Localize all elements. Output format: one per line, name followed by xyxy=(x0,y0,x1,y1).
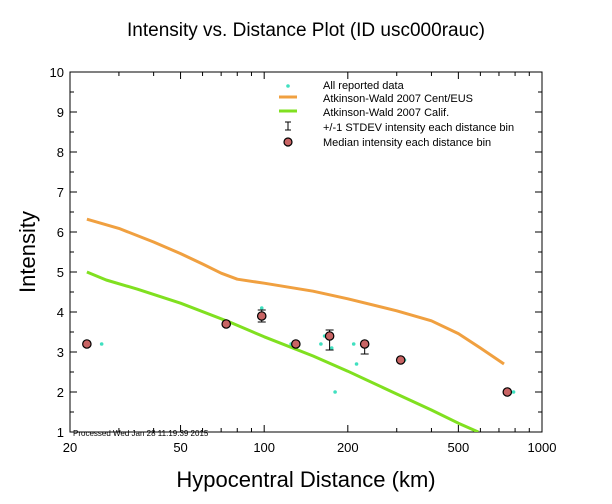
median-marker xyxy=(291,339,301,349)
median-marker xyxy=(221,319,232,329)
reported-data-point xyxy=(329,346,334,350)
y-tick-label: 9 xyxy=(57,105,64,120)
y-tick-label: 8 xyxy=(57,145,64,160)
legend-label: Atkinson-Wald 2007 Cent/EUS xyxy=(323,93,473,105)
legend-label: Median intensity each distance bin xyxy=(323,137,491,149)
x-axis-ticks: 20 50 100 200 500 1000 xyxy=(63,72,557,455)
reported-data-point xyxy=(319,342,323,346)
x-tick-label: 50 xyxy=(173,440,187,455)
median-marker xyxy=(395,355,406,365)
reported-data-point xyxy=(259,306,264,310)
median-marker xyxy=(324,331,335,341)
y-tick-label: 6 xyxy=(57,225,64,240)
y-axis-label: Intensity xyxy=(15,211,40,293)
legend-label: Atkinson-Wald 2007 Calif. xyxy=(323,107,449,119)
legend-swatch-median xyxy=(283,137,293,147)
y-tick-label: 4 xyxy=(57,305,64,320)
y-tick-label: 2 xyxy=(57,385,64,400)
calif-curve xyxy=(86,270,479,432)
legend-label: All reported data xyxy=(323,80,405,92)
x-axis-label: Hypocentral Distance (km) xyxy=(176,467,435,492)
x-tick-label: 200 xyxy=(337,440,359,455)
chart-title: Intensity vs. Distance Plot (ID usc000ra… xyxy=(127,20,485,41)
x-tick-label: 20 xyxy=(63,440,77,455)
median-marker xyxy=(502,387,513,397)
y-tick-label: 1 xyxy=(57,425,64,440)
y-tick-label: 10 xyxy=(50,65,64,80)
y-tick-label: 7 xyxy=(57,185,64,200)
median-marker xyxy=(82,339,92,349)
reported-data-point xyxy=(351,342,356,346)
y-tick-label: 5 xyxy=(57,265,64,280)
series-layer xyxy=(82,217,516,432)
processed-timestamp: Processed Wed Jan 28 11:19:39 2015 xyxy=(73,429,209,438)
median-marker xyxy=(256,311,267,321)
reported-data-point xyxy=(333,390,337,394)
y-tick-label: 3 xyxy=(57,345,64,360)
legend-swatch-reported xyxy=(286,84,290,88)
x-tick-label: 100 xyxy=(253,440,275,455)
reported-data-point xyxy=(511,390,516,394)
cent-eus-curve xyxy=(86,217,505,366)
reported-data-point xyxy=(99,342,104,346)
reported-data-point xyxy=(354,362,359,366)
legend-label: +/-1 STDEV intensity each distance bin xyxy=(323,122,514,134)
x-tick-label: 500 xyxy=(448,440,470,455)
median-marker xyxy=(359,339,370,349)
x-tick-label: 1000 xyxy=(528,440,557,455)
y-axis-ticks: 1 2 3 4 5 6 7 8 9 10 xyxy=(50,65,542,440)
